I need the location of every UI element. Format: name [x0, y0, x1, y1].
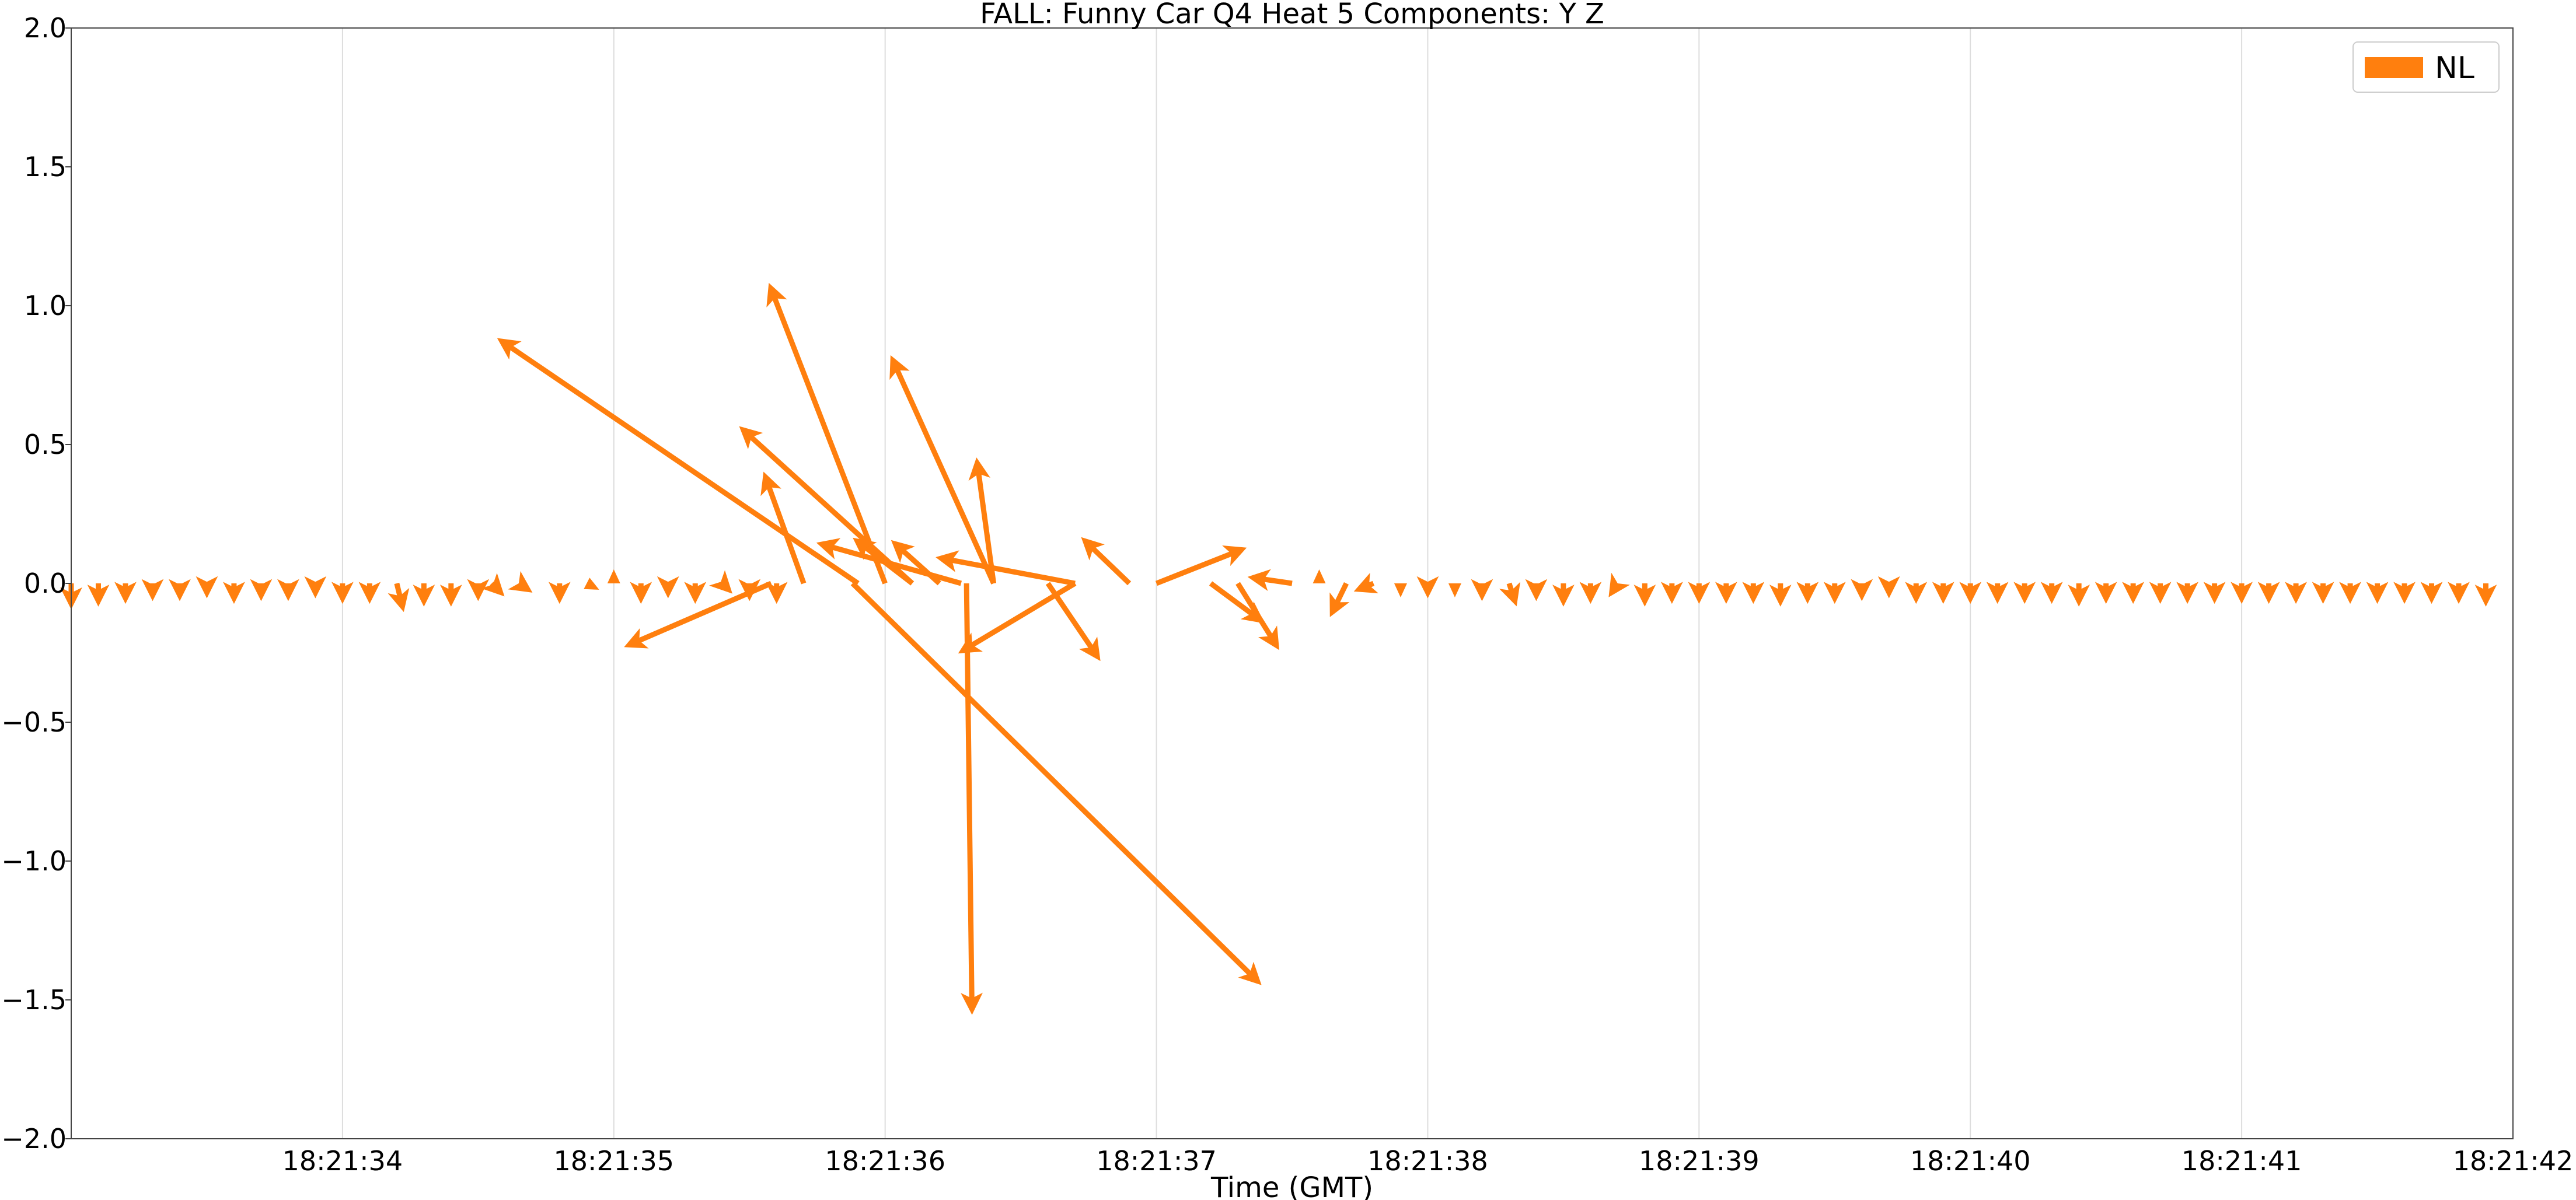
arrow-vector — [1048, 583, 1097, 656]
x-tick-labels: 18:21:34 18:21:35 18:21:36 18:21:37 18:21:38… — [282, 1145, 2574, 1177]
y-tick-label: 1.5 — [24, 151, 67, 183]
x-tick-label: 18:21:40 — [1910, 1145, 2031, 1177]
arrow-vector — [519, 583, 527, 589]
legend-label-nl: NL — [2435, 51, 2474, 86]
legend: NL — [2353, 42, 2499, 92]
arrow-vector — [1313, 569, 1325, 583]
y-tick-label: 2.0 — [24, 12, 67, 44]
arrow-vector — [1448, 583, 1461, 597]
x-axis-label: Time (GMT) — [1210, 1171, 1373, 1200]
arrow-vector — [853, 583, 1257, 981]
x-tick-label: 18:21:38 — [1367, 1145, 1488, 1177]
arrow-vector — [964, 583, 1075, 650]
legend-swatch-nl — [2365, 57, 2423, 78]
x-tick-label: 18:21:41 — [2181, 1145, 2302, 1177]
arrow-vector — [722, 583, 728, 589]
arrow-vector — [823, 544, 961, 583]
y-tick-label: 0.5 — [24, 429, 67, 460]
arrow-vector — [492, 583, 500, 592]
arrow-vector — [584, 578, 599, 590]
arrow-vector — [1394, 583, 1407, 597]
x-tick-label: 18:21:42 — [2453, 1145, 2574, 1177]
arrow-vector — [397, 583, 402, 606]
arrow-vector — [942, 558, 1075, 583]
x-tick-label: 18:21:35 — [553, 1145, 674, 1177]
arrow-vector — [1333, 583, 1346, 611]
arrow-vector — [1211, 583, 1260, 620]
x-tick-label: 18:21:37 — [1096, 1145, 1217, 1177]
x-tick-label: 18:21:39 — [1639, 1145, 1760, 1177]
arrow-vector — [1254, 578, 1292, 583]
arrow-vector — [1612, 583, 1618, 592]
arrow-vector — [1360, 583, 1373, 589]
y-tick-label: −1.5 — [1, 984, 67, 1016]
arrow-vector — [1157, 550, 1241, 583]
arrow-vector — [630, 583, 772, 645]
y-tick-label: 0.0 — [24, 568, 67, 599]
arrow-vector — [1086, 542, 1129, 583]
y-tick-labels: 2.0 1.5 1.0 0.5 0.0 −0.5 −1.0 −1.5 −2.0 — [1, 12, 71, 1154]
chart-title: FALL: Funny Car Q4 Heat 5 Components: Y … — [980, 0, 1604, 30]
arrow-vector — [1509, 583, 1514, 600]
arrow-vector — [1238, 583, 1276, 645]
x-tick-label: 18:21:34 — [282, 1145, 403, 1177]
y-tick-label: −2.0 — [1, 1123, 67, 1154]
y-tick-label: −0.5 — [1, 706, 67, 738]
y-tick-label: −1.0 — [1, 845, 67, 877]
arrow-vector — [608, 569, 620, 583]
arrow-series-nl — [71, 289, 2486, 1008]
y-tick-label: 1.0 — [24, 290, 67, 321]
x-tick-label: 18:21:36 — [825, 1145, 945, 1177]
